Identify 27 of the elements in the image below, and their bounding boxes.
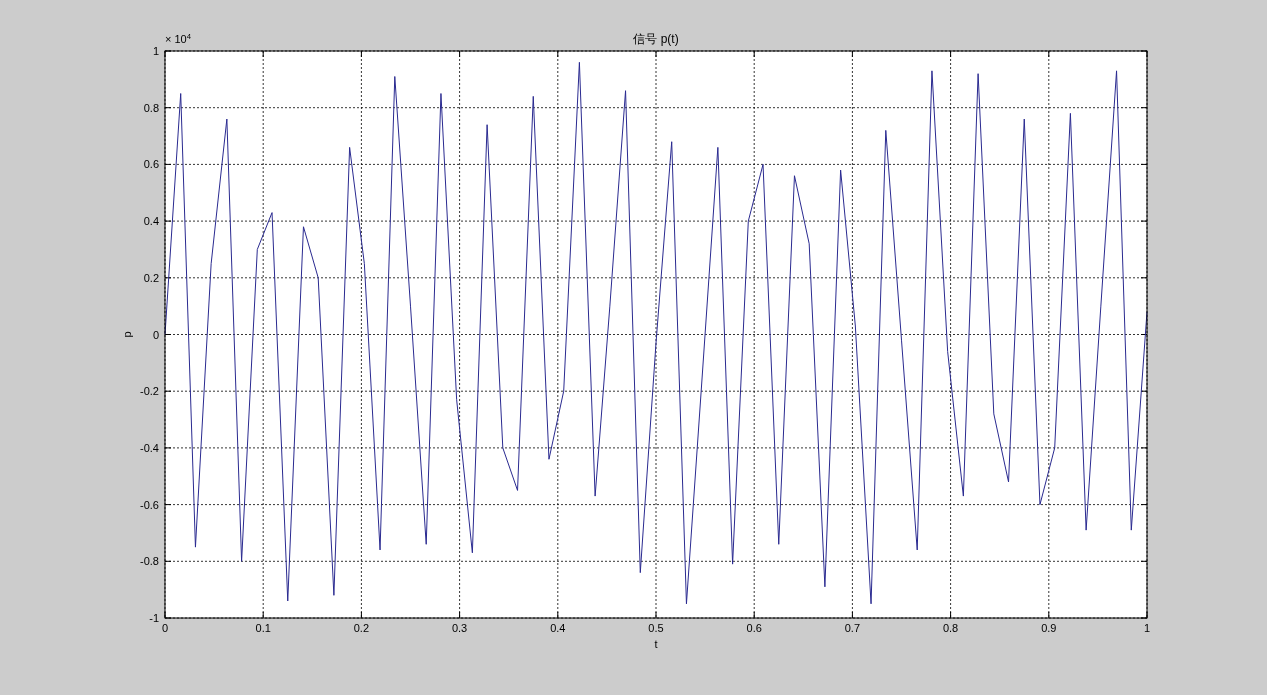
x-tick-label: 0.5 [648,622,664,634]
y-tick-label: 0.4 [143,215,159,228]
y-tick-label: -0.6 [140,498,159,511]
y-tick-label: 0.2 [143,271,159,284]
y-tick-label: -0.2 [140,385,159,398]
y-tick-label: 0 [152,328,159,341]
x-tick-label: 0.6 [746,622,762,634]
x-tick-label: 0 [161,622,169,634]
x-axis-title: t [654,638,658,650]
x-tick-label: 0.9 [1041,622,1057,634]
x-tick-label: 0.2 [353,622,370,634]
y-tick-label: -0.8 [140,555,159,568]
x-tick-label: 0.7 [844,622,861,634]
x-tick-label: 0.4 [550,622,566,634]
chart-title: 信号 p(t) [633,32,679,46]
y-tick-label: 0.8 [143,101,159,114]
y-axis-title: p [121,331,133,338]
line-series [164,61,1148,605]
x-tick-label: 0.3 [451,622,468,634]
x-tick-label: 0.1 [255,622,271,634]
x-tick-label: 1 [1143,622,1151,634]
y-tick-label: 0.6 [143,158,159,171]
text: × 10$^{4}$ [165,31,192,45]
x-tick-label: 0.8 [942,622,959,634]
y-tick-label: -0.4 [140,441,159,454]
y-tick-label: -1 [149,612,159,624]
y-tick-label: 1 [152,45,159,57]
